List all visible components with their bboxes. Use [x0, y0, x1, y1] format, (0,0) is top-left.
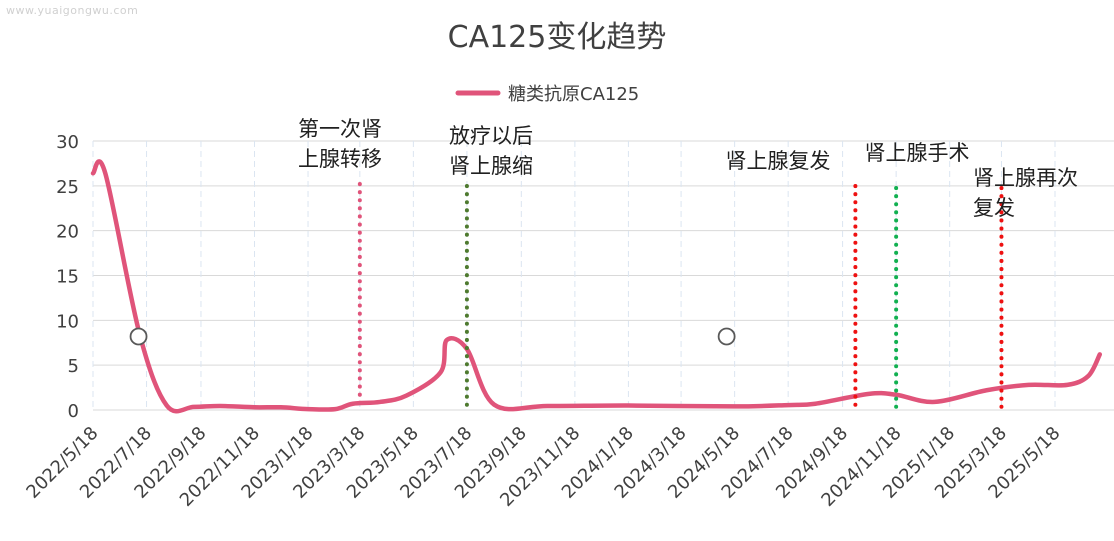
y-tick-label: 15: [56, 267, 79, 288]
event-label: 上腺转移: [298, 147, 382, 171]
hollow-marker: [129, 327, 148, 346]
y-tick-label: 25: [56, 177, 79, 198]
y-tick-label: 0: [68, 401, 79, 422]
watermark: www.yuaigongwu.com: [6, 4, 139, 17]
hollow-marker: [717, 327, 736, 346]
y-tick-label: 10: [56, 311, 79, 332]
event-label: 放疗以后: [449, 124, 533, 148]
y-tick-label: 30: [56, 132, 79, 153]
event-label: 复发: [973, 196, 1015, 220]
legend-label: 糖类抗原CA125: [508, 84, 639, 105]
event-label: 肾上腺手术: [865, 141, 970, 165]
legend: 糖类抗原CA125: [455, 84, 639, 105]
y-tick-label: 5: [68, 356, 79, 377]
event-label: 肾上腺复发: [726, 149, 831, 173]
event-label: 肾上腺缩: [449, 154, 533, 178]
event-label: 肾上腺再次: [973, 166, 1078, 190]
series-line-ca125: [90, 159, 1103, 414]
event-label: 第一次肾: [298, 117, 382, 141]
y-tick-label: 20: [56, 222, 79, 243]
chart-title: CA125变化趋势: [448, 20, 667, 55]
